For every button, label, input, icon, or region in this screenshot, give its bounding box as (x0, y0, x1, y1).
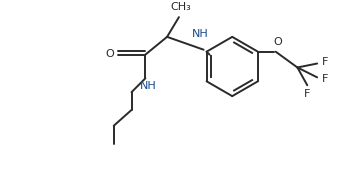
Text: NH: NH (192, 29, 208, 39)
Text: O: O (273, 37, 282, 47)
Text: O: O (105, 49, 114, 59)
Text: CH₃: CH₃ (171, 2, 191, 12)
Text: NH: NH (140, 81, 157, 91)
Text: F: F (322, 74, 329, 84)
Text: F: F (304, 89, 311, 99)
Text: F: F (322, 57, 329, 67)
